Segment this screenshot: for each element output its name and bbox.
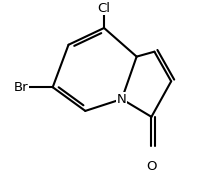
Text: Br: Br bbox=[14, 81, 29, 94]
Text: N: N bbox=[117, 93, 127, 106]
Text: O: O bbox=[146, 160, 157, 173]
Text: Cl: Cl bbox=[98, 2, 111, 15]
